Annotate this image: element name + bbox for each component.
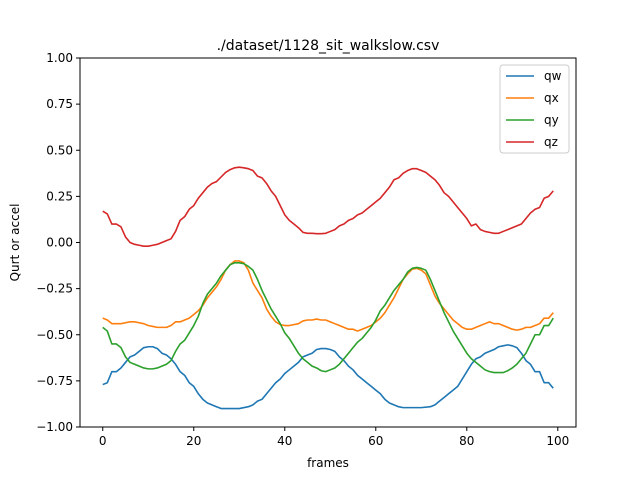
x-tick-label: 40 (277, 434, 292, 448)
series-line-qz (102, 166, 554, 247)
y-tick-label: 0.25 (46, 189, 73, 203)
legend-label-qw: qw (544, 69, 562, 83)
legend-label-qz: qz (544, 135, 558, 149)
x-tick-label: 20 (186, 434, 201, 448)
chart-title: ./dataset/1128_sit_walkslow.csv (217, 38, 440, 54)
legend: qw qx qy qz (499, 64, 570, 154)
x-tick-label: 100 (546, 434, 569, 448)
x-tick-label: 0 (99, 434, 107, 448)
y-axis: −1.00 −0.75 −0.50 −0.25 0.00 0.25 0.50 0.75 1.00 (36, 51, 80, 434)
y-tick-label: −0.25 (36, 282, 73, 296)
y-tick-label: 1.00 (46, 51, 73, 65)
y-tick-label: −0.50 (36, 328, 73, 342)
x-axis-label: frames (307, 456, 349, 470)
legend-box (499, 64, 570, 154)
legend-items: qw qx qy qz (506, 69, 562, 149)
y-tick-label: −1.00 (36, 420, 73, 434)
legend-label-qy: qy (544, 113, 559, 127)
y-axis-label: Qurt or accel (8, 204, 22, 282)
y-tick-label: −0.75 (36, 374, 73, 388)
series-line-qw (102, 344, 554, 410)
x-tick-label: 80 (459, 434, 474, 448)
series-line-qy (102, 261, 554, 374)
y-tick-label: 0.00 (46, 236, 73, 250)
y-tick-label: 0.75 (46, 97, 73, 111)
x-axis: 0 20 40 60 80 100 (99, 427, 569, 448)
y-tick-label: 0.50 (46, 143, 73, 157)
legend-label-qx: qx (544, 91, 559, 105)
x-tick-label: 60 (368, 434, 383, 448)
series-line-qx (102, 260, 554, 332)
series-layer (102, 166, 554, 410)
